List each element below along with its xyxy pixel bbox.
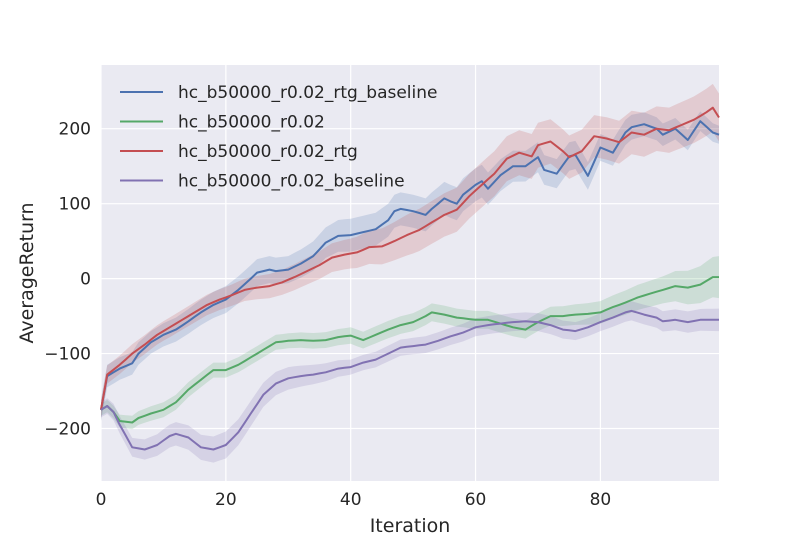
y-tick-label: 200: [59, 120, 91, 140]
series-band-2: [101, 83, 719, 419]
y-axis-ticks: −200 −100 0 100 200: [44, 120, 91, 440]
legend-label: hc_b50000_r0.02_rtg: [178, 142, 358, 162]
legend: hc_b50000_r0.02_rtg_baseline hc_b50000_r0…: [120, 83, 437, 192]
series-line-0: [100, 120, 720, 410]
x-tick-label: 60: [465, 490, 487, 510]
y-tick-label: 100: [59, 195, 91, 215]
x-axis-ticks: 0 20 40 60 80: [96, 490, 612, 510]
y-tick-label: −100: [44, 345, 91, 365]
series-band-1: [101, 256, 719, 430]
legend-label: hc_b50000_r0.02: [178, 113, 325, 133]
series-line-3: [100, 309, 719, 451]
legend-label: hc_b50000_r0.02_baseline: [178, 172, 405, 192]
x-tick-label: 40: [340, 490, 362, 510]
x-tick-label: 20: [215, 490, 237, 510]
legend-label: hc_b50000_r0.02_rtg_baseline: [178, 83, 437, 103]
x-tick-label: 80: [590, 490, 612, 510]
y-axis-label: AverageReturn: [16, 202, 38, 343]
y-tick-label: 0: [80, 270, 91, 290]
plot-area: [101, 65, 719, 481]
x-axis-label: Iteration: [370, 515, 451, 537]
x-tick-label: 0: [96, 490, 107, 510]
grid: [100, 65, 719, 481]
series-lines: [100, 106, 720, 451]
series-line-1: [100, 276, 719, 424]
series-line-2: [100, 106, 720, 410]
y-tick-label: −200: [44, 420, 91, 440]
